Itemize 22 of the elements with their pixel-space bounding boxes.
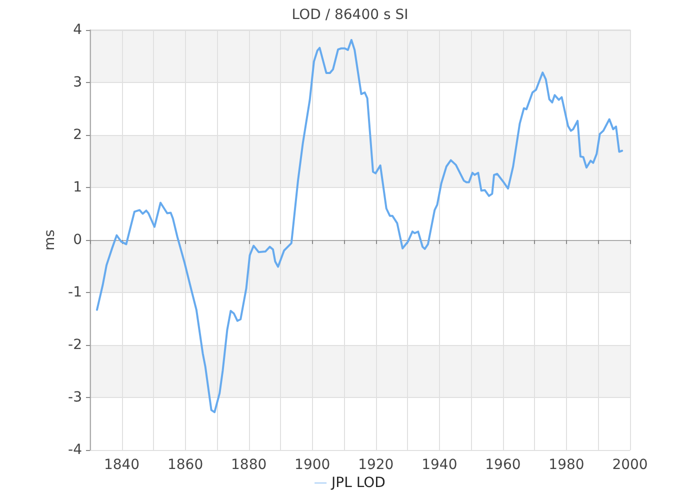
x-tick-label: 2000 xyxy=(612,457,648,473)
x-tick-label: 1860 xyxy=(167,457,204,473)
x-tick-label: 1840 xyxy=(104,457,140,473)
y-tick-label: -4 xyxy=(68,442,82,458)
legend-label: JPL LOD xyxy=(330,475,386,491)
y-tick-label: 2 xyxy=(73,127,82,143)
chart-title: LOD / 86400 s SI xyxy=(292,7,408,23)
y-tick-label: 0 xyxy=(73,232,82,248)
y-tick-label: 4 xyxy=(73,22,82,38)
x-tick-label: 1920 xyxy=(358,457,394,473)
x-tick-label: 1940 xyxy=(422,457,458,473)
y-tick-label: -2 xyxy=(68,337,82,353)
x-tick-label: 1900 xyxy=(294,457,330,473)
x-tick-label: 1960 xyxy=(485,457,521,473)
y-tick-label: -3 xyxy=(68,390,82,406)
y-tick-label: 1 xyxy=(73,180,82,196)
x-tick-label: 1980 xyxy=(548,457,584,473)
line-series xyxy=(96,38,624,414)
y-axis-title: ms xyxy=(42,230,58,250)
y-tick-label: 3 xyxy=(73,74,82,90)
y-tick-label: -1 xyxy=(68,284,82,300)
x-tick-label: 1880 xyxy=(231,457,267,473)
